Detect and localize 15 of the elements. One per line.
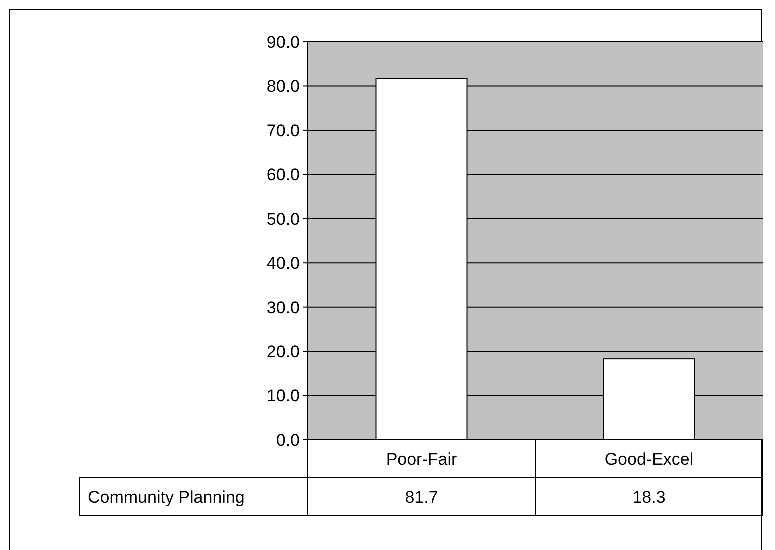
y-tick-label: 10.0 <box>266 386 300 406</box>
y-tick-label: 20.0 <box>266 342 300 362</box>
y-tick-label: 30.0 <box>266 298 300 318</box>
y-tick-label: 50.0 <box>266 210 300 229</box>
y-tick-label: 70.0 <box>266 121 300 140</box>
data-label: 18.3 <box>632 488 666 507</box>
data-label: 81.7 <box>405 488 438 507</box>
y-tick-label: 0.0 <box>276 430 300 450</box>
x-tick-label: Good-Excel <box>604 450 694 469</box>
x-tick-label: Poor-Fair <box>386 450 458 469</box>
y-tick-label: 90.0 <box>266 32 300 52</box>
y-tick-label: 40.0 <box>266 254 300 274</box>
text: Community Planning <box>88 488 245 507</box>
y-tick-label: 60.0 <box>266 166 300 185</box>
y-tick-label: 80.0 <box>266 77 300 96</box>
